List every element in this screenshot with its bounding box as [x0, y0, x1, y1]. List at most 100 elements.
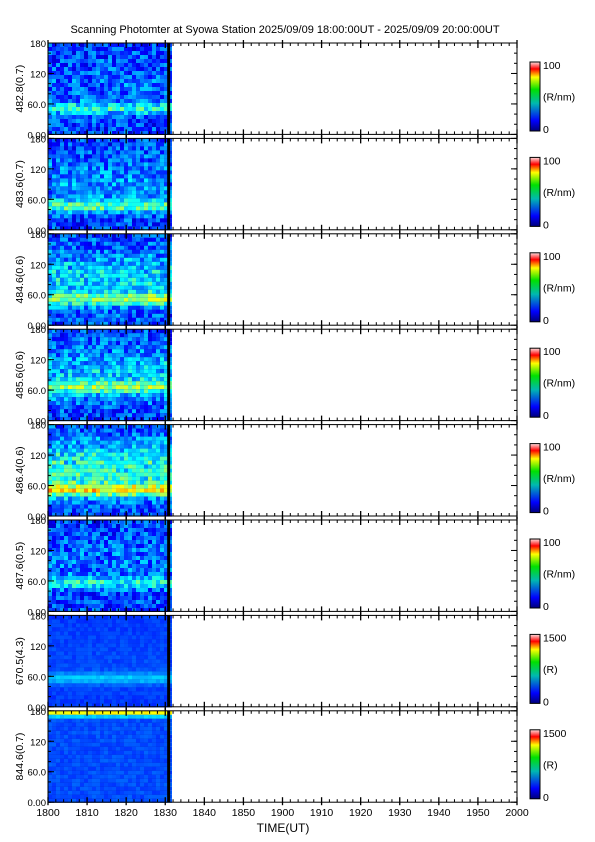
y-tick-label: 180 — [30, 707, 46, 718]
y-tick-label: 60.0 — [28, 386, 47, 397]
heatmap-image — [48, 424, 172, 517]
y-tick-label: 120 — [30, 546, 46, 557]
panel: 0.00 60.0 120 180 482.8(0.7) 100 (R/nm) 0 — [14, 39, 575, 141]
y-axis-label: 670.5(4.3) — [14, 637, 26, 685]
colorbar — [529, 252, 541, 323]
colorbar-min-label: 0 — [543, 792, 549, 804]
y-axis-label: 484.6(0.6) — [14, 256, 26, 304]
y-axis-label: 483.6(0.7) — [14, 160, 26, 208]
colorbar-max-label: 100 — [543, 537, 561, 549]
y-axis-label: 485.6(0.6) — [14, 351, 26, 399]
y-tick-label: 0.00 — [28, 226, 47, 237]
x-axis-label: TIME(UT) — [257, 821, 310, 835]
colorbar-unit-label: (R/nm) — [543, 569, 575, 581]
y-axis-label: 482.8(0.7) — [14, 65, 26, 113]
y-tick-label: 0.00 — [28, 798, 47, 809]
y-tick-label: 180 — [30, 230, 46, 241]
y-tick-label: 60.0 — [28, 672, 47, 683]
heatmap-image — [48, 329, 172, 422]
colorbar — [529, 347, 541, 418]
panel: 0.00 60.0 120 180 844.6(0.7) 1500 (R) 0 — [14, 707, 567, 809]
colorbar — [529, 633, 541, 704]
x-tick-label: 1830 — [154, 807, 178, 819]
panel: 0.00 60.0 120 180 486.4(0.6) 100 (R/nm) 0 — [14, 421, 575, 523]
x-tick-label: 1940 — [427, 807, 451, 819]
panel: 0.00 60.0 120 180 484.6(0.6) 100 (R/nm) 0 — [14, 230, 575, 332]
heatmap-image — [48, 520, 172, 612]
colorbar-min-label: 0 — [543, 124, 549, 136]
panel: 0.00 60.0 120 180 487.6(0.5) 100 (R/nm) 0 — [14, 516, 575, 618]
y-tick-label: 120 — [30, 451, 46, 462]
colorbar — [529, 443, 541, 514]
y-tick-label: 120 — [30, 260, 46, 271]
y-tick-label: 60.0 — [28, 482, 47, 493]
colorbar-unit-label: (R/nm) — [543, 282, 575, 294]
heatmap-image — [48, 710, 172, 803]
y-tick-label: 180 — [30, 134, 46, 145]
colorbar — [529, 538, 541, 609]
chart-title: Scanning Photomter at Syowa Station 2025… — [70, 24, 500, 36]
y-tick-label: 60.0 — [28, 768, 47, 779]
x-tick-label: 1930 — [388, 807, 412, 819]
colorbar-unit-label: (R/nm) — [543, 473, 575, 485]
colorbar-max-label: 100 — [543, 60, 561, 72]
heatmap-image — [48, 138, 172, 231]
y-tick-label: 0.00 — [28, 321, 47, 332]
y-tick-label: 0.00 — [28, 417, 47, 428]
y-tick-label: 0.00 — [28, 703, 47, 714]
colorbar-min-label: 0 — [543, 410, 549, 422]
y-tick-label: 180 — [30, 421, 46, 432]
y-tick-label: 120 — [30, 165, 46, 176]
y-axis-label: 844.6(0.7) — [14, 733, 26, 781]
panel: 0.00 60.0 120 180 670.5(4.3) 1500 (R) 0 — [14, 611, 567, 713]
y-tick-label: 60.0 — [28, 100, 47, 111]
colorbar — [529, 729, 541, 800]
y-axis-label: 486.4(0.6) — [14, 446, 26, 494]
colorbar-unit-label: (R/nm) — [543, 92, 575, 104]
colorbar-unit-label: (R/nm) — [543, 378, 575, 390]
x-tick-label: 1950 — [466, 807, 490, 819]
colorbar-max-label: 1500 — [543, 632, 567, 644]
y-tick-label: 0.00 — [28, 130, 47, 141]
colorbar-min-label: 0 — [543, 696, 549, 708]
y-tick-label: 120 — [30, 356, 46, 367]
colorbar-max-label: 100 — [543, 155, 561, 167]
heatmap-image — [48, 43, 172, 135]
colorbar-max-label: 1500 — [543, 728, 567, 740]
y-tick-label: 180 — [30, 39, 46, 50]
colorbar-min-label: 0 — [543, 506, 549, 518]
heatmap-image — [48, 233, 172, 326]
y-tick-label: 120 — [30, 69, 46, 80]
x-tick-label: 1820 — [114, 807, 138, 819]
y-tick-label: 120 — [30, 737, 46, 748]
x-tick-label: 1810 — [75, 807, 99, 819]
colorbar-unit-label: (R) — [543, 759, 558, 771]
heatmap-image — [48, 615, 172, 708]
x-tick-label: 1910 — [310, 807, 334, 819]
y-tick-label: 0.00 — [28, 512, 47, 523]
y-tick-label: 180 — [30, 611, 46, 622]
colorbar-min-label: 0 — [543, 219, 549, 231]
x-tick-label: 1850 — [232, 807, 256, 819]
y-axis-label: 487.6(0.5) — [14, 542, 26, 590]
colorbar-min-label: 0 — [543, 315, 549, 327]
y-tick-label: 180 — [30, 325, 46, 336]
x-tick-label: 1840 — [193, 807, 217, 819]
colorbar-max-label: 100 — [543, 442, 561, 454]
y-tick-label: 60.0 — [28, 195, 47, 206]
x-tick-label: 2000 — [505, 807, 529, 819]
colorbar — [529, 156, 541, 227]
y-tick-label: 180 — [30, 516, 46, 527]
panel: 0.00 60.0 120 180 485.6(0.6) 100 (R/nm) 0 — [14, 325, 575, 427]
x-tick-label: 1800 — [36, 807, 60, 819]
panel: 0.00 60.0 120 180 483.6(0.7) 100 (R/nm) 0 — [14, 134, 575, 236]
colorbar-max-label: 100 — [543, 346, 561, 358]
colorbar-max-label: 100 — [543, 251, 561, 263]
x-tick-label: 1920 — [349, 807, 373, 819]
colorbar-min-label: 0 — [543, 601, 549, 613]
colorbar — [529, 61, 541, 132]
y-tick-label: 0.00 — [28, 607, 47, 618]
y-tick-label: 60.0 — [28, 291, 47, 302]
y-tick-label: 60.0 — [28, 577, 47, 588]
